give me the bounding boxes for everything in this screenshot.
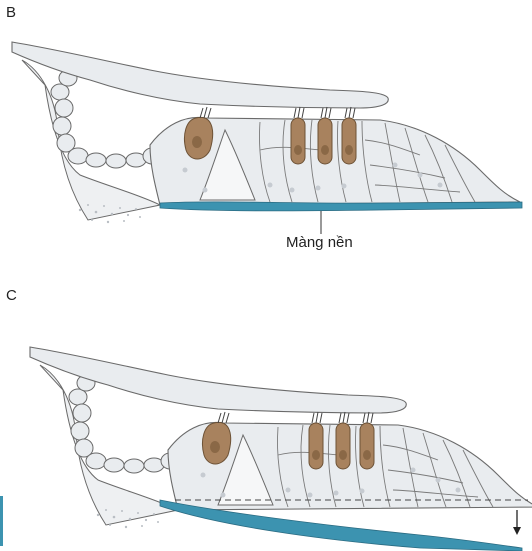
basilar-membrane-c — [159, 499, 523, 551]
panel-b-letter: B — [6, 4, 17, 21]
down-arrow-icon — [513, 510, 521, 535]
edge-marker — [0, 496, 3, 546]
basilar-membrane-b — [159, 201, 523, 212]
panel-c-illustration — [0, 346, 532, 551]
panel-b-illustration — [11, 41, 523, 234]
panel-c-letter: C — [6, 287, 17, 304]
basilar-membrane-label: Màng nền — [286, 234, 353, 251]
